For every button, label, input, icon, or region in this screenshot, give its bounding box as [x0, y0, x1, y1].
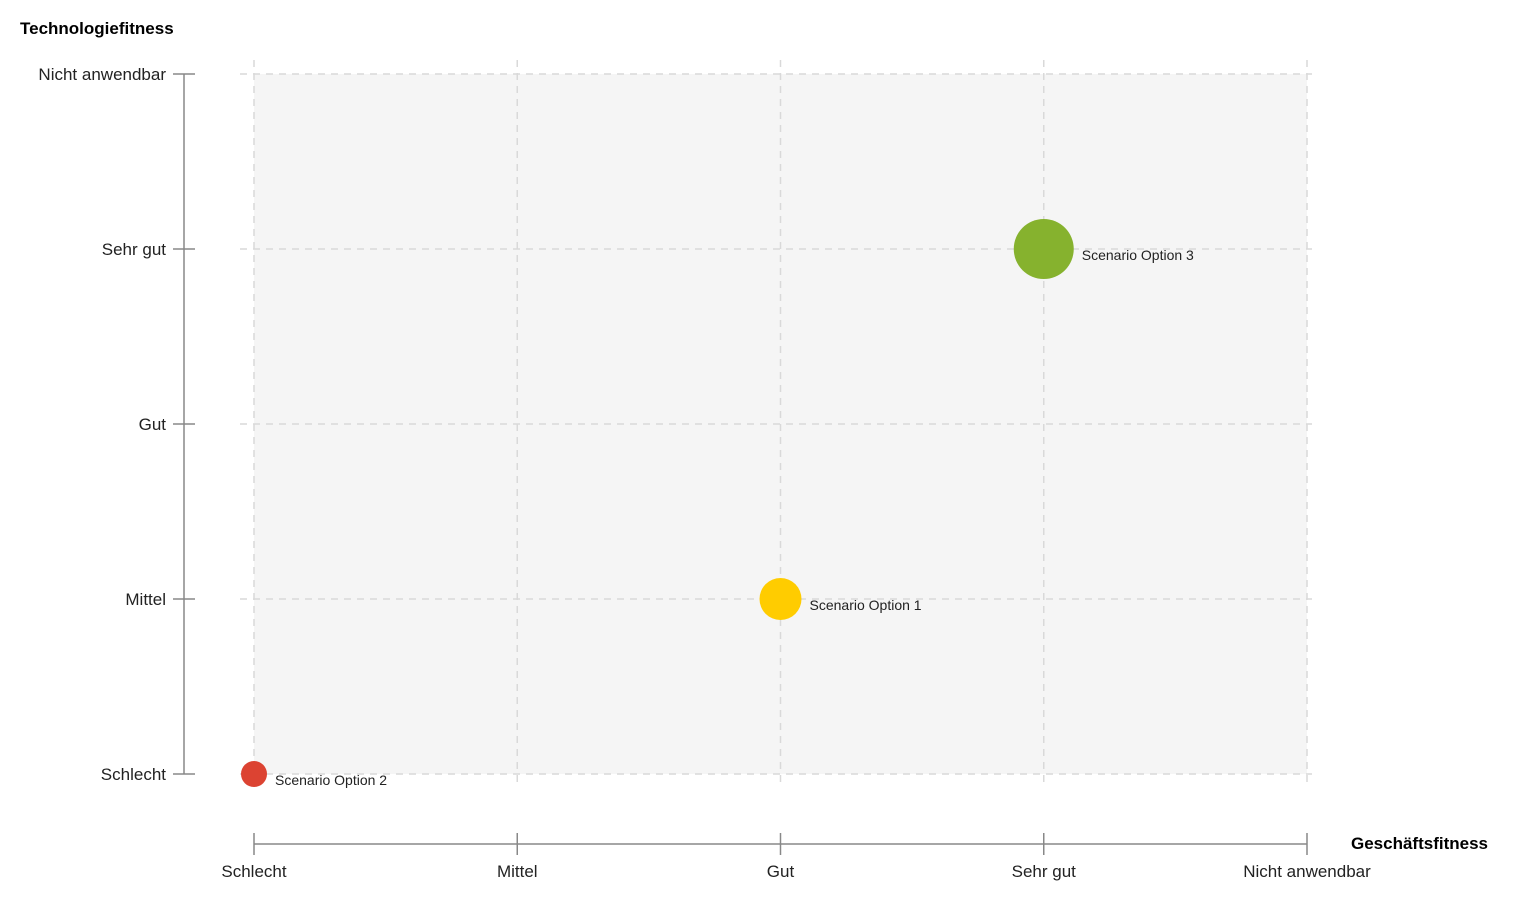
- point-label: Scenario Option 3: [1082, 247, 1194, 263]
- y-tick-label: Schlecht: [101, 765, 166, 784]
- x-tick-label: Schlecht: [221, 862, 286, 881]
- scatter-point[interactable]: [1013, 219, 1074, 279]
- data-points: Scenario Option 1 Scenario Option 2 Scenar…: [241, 219, 1194, 788]
- scatter-point[interactable]: [241, 761, 267, 787]
- x-tick-label: Nicht anwendbar: [1243, 862, 1371, 881]
- point-label: Scenario Option 2: [275, 772, 387, 788]
- scatter-point[interactable]: [759, 578, 802, 620]
- y-axis-title: Technologiefitness: [20, 19, 174, 38]
- y-tick-label: Gut: [139, 415, 167, 434]
- x-tick-label: Mittel: [497, 862, 538, 881]
- y-tick-label: Sehr gut: [102, 240, 167, 259]
- x-axis-title: Geschäftsfitness: [1351, 834, 1488, 853]
- x-tick-label: Sehr gut: [1012, 862, 1077, 881]
- y-tick-label: Nicht anwendbar: [38, 65, 166, 84]
- x-tick-label: Gut: [767, 862, 795, 881]
- point-label: Scenario Option 1: [810, 597, 922, 613]
- y-tick-label: Mittel: [125, 590, 166, 609]
- x-axis: Schlecht Mittel Gut Sehr gut Nicht anwendbar: [221, 833, 1371, 881]
- y-axis: Schlecht Mittel Gut Sehr gut Nicht anwendbar: [38, 65, 195, 784]
